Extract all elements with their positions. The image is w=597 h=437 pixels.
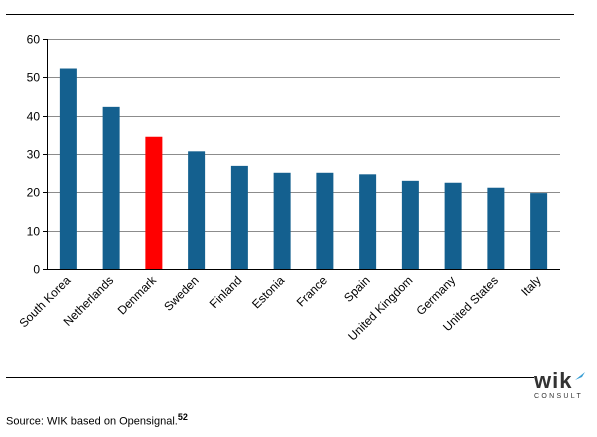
top-rule: [6, 14, 574, 15]
logo-tagline: CONSULT: [534, 393, 584, 400]
logo-wordmark: wik: [534, 368, 573, 393]
bar-denmark: [145, 136, 163, 269]
footnote-marker: 52: [177, 412, 188, 422]
bar-italy: [530, 193, 548, 269]
x-tick-label: Sweden: [161, 273, 202, 314]
x-tick-label: Estonia: [249, 273, 287, 311]
x-tick-label: Spain: [341, 273, 373, 305]
y-tick-label: 10: [27, 225, 41, 239]
bottom-rule: [6, 377, 534, 378]
y-tick-label: 30: [27, 148, 41, 162]
bar-estonia: [273, 172, 291, 269]
bar-spain: [359, 174, 377, 269]
y-tick-label: 60: [27, 33, 41, 47]
x-tick-label: France: [294, 273, 331, 310]
x-tick-label: Germany: [413, 273, 458, 318]
logo-swoosh-icon: [575, 372, 585, 380]
source-text: Source: WIK based on Opensignal.: [6, 415, 178, 428]
bar-sweden: [188, 151, 206, 269]
bar-germany: [444, 182, 462, 269]
company-logo: wik CONSULT: [524, 368, 585, 404]
x-tick-label: Finland: [207, 273, 245, 311]
bar-united-states: [487, 187, 505, 269]
bar-france: [316, 172, 334, 269]
y-tick-label: 20: [27, 186, 41, 200]
y-tick-label: 50: [27, 71, 41, 85]
bar-finland: [230, 165, 248, 269]
y-tick-label: 0: [33, 263, 40, 277]
source-note: Source: WIK based on Opensignal.52: [6, 412, 188, 428]
bar-netherlands: [102, 106, 120, 269]
x-tick-label: Italy: [518, 273, 543, 298]
bar-south-korea: [59, 68, 77, 270]
y-tick-label: 40: [27, 110, 41, 124]
x-tick-label: Denmark: [115, 273, 160, 318]
bar-united-kingdom: [401, 180, 419, 269]
